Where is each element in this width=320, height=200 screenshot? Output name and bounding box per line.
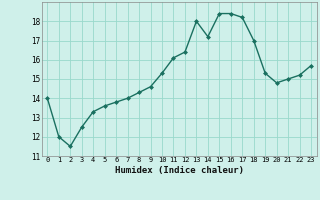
X-axis label: Humidex (Indice chaleur): Humidex (Indice chaleur) (115, 166, 244, 175)
